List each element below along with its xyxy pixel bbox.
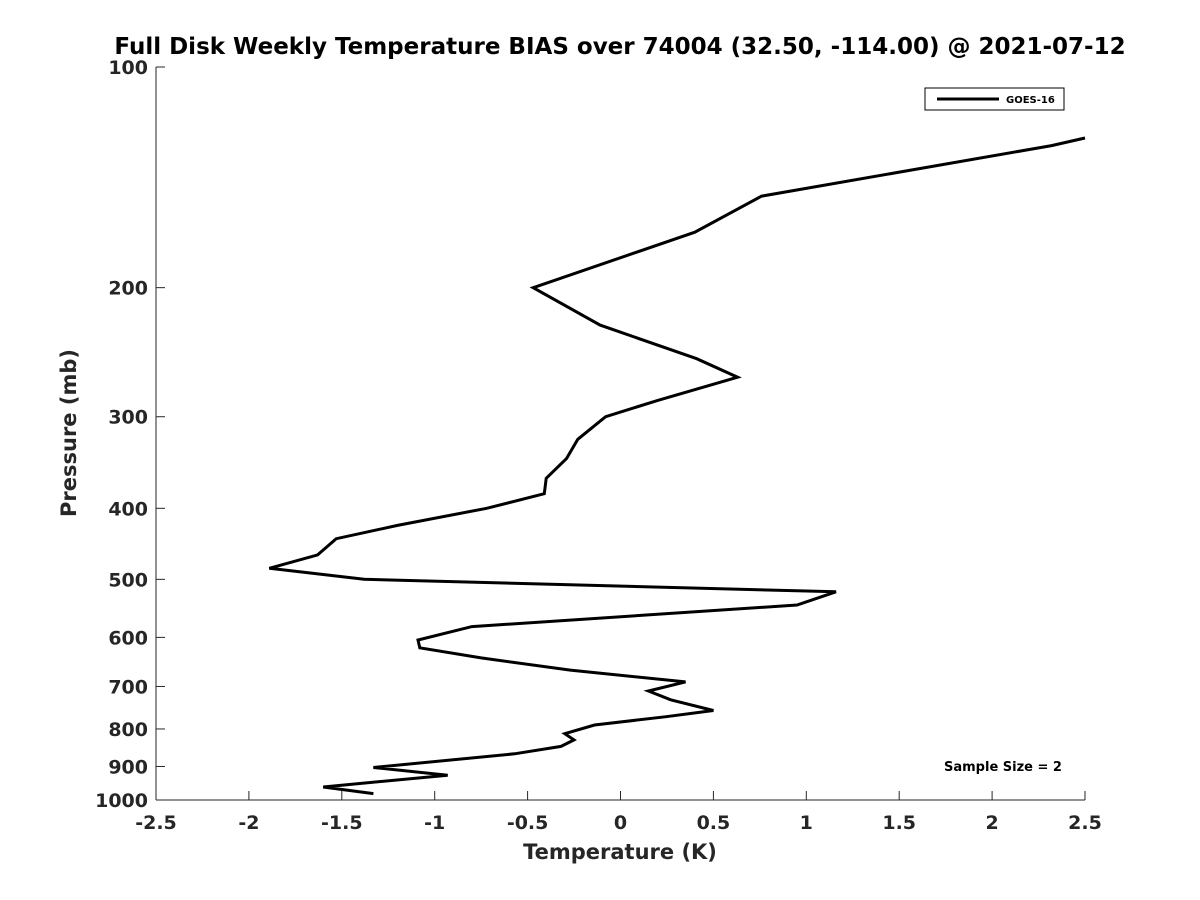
y-axis-ticks: 100 200 300 400 500 600 700 800 900 1000 <box>95 57 165 812</box>
chart-title: Full Disk Weekly Temperature BIAS over 7… <box>114 34 1125 60</box>
x-tick-label: 0.5 <box>697 812 731 834</box>
y-tick-label: 500 <box>108 569 148 591</box>
x-axis-ticks: -2.5 -2 -1.5 -1 -0.5 0 0.5 1 1.5 2 2.5 <box>135 791 1102 834</box>
x-tick-label: 1.5 <box>882 812 916 834</box>
y-tick-label: 300 <box>108 407 148 429</box>
x-tick-label: 0 <box>614 812 627 834</box>
y-tick-label: 1000 <box>95 790 148 812</box>
y-tick-label: 900 <box>108 756 148 778</box>
x-tick-label: 2.5 <box>1068 812 1102 834</box>
legend: GOES-16 <box>924 87 1065 111</box>
x-tick-label: 2 <box>985 812 998 834</box>
x-tick-label: -1 <box>424 812 445 834</box>
x-tick-label: 1 <box>800 812 813 834</box>
y-tick-label: 400 <box>108 498 148 520</box>
series-line-goes-16 <box>268 136 1086 796</box>
x-tick-label: -0.5 <box>507 812 549 834</box>
x-axis-label: Temperature (K) <box>523 840 717 864</box>
x-tick-label: -1.5 <box>321 812 363 834</box>
sample-size-annotation: Sample Size = 2 <box>944 760 1062 775</box>
y-tick-label: 100 <box>108 57 148 79</box>
y-tick-label: 800 <box>108 719 148 741</box>
x-tick-label: -2.5 <box>135 812 177 834</box>
y-axis-label: Pressure (mb) <box>57 349 81 517</box>
y-tick-label: 700 <box>108 676 148 698</box>
y-tick-label: 600 <box>108 627 148 649</box>
plot-area <box>156 67 1085 800</box>
x-tick-label: -2 <box>238 812 259 834</box>
y-tick-label: 200 <box>108 278 148 300</box>
legend-entry-goes-16: GOES-16 <box>1006 95 1055 106</box>
